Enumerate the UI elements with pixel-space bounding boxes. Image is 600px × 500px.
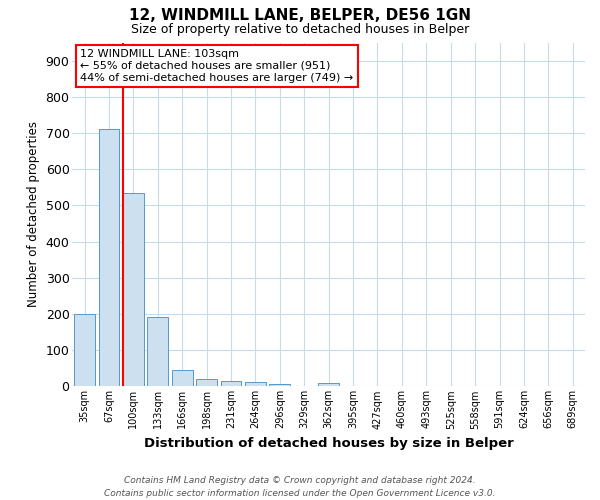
Y-axis label: Number of detached properties: Number of detached properties [27,122,40,308]
X-axis label: Distribution of detached houses by size in Belper: Distribution of detached houses by size … [144,437,514,450]
Bar [123,193,144,386]
Bar [148,317,168,386]
Text: 12, WINDMILL LANE, BELPER, DE56 1GN: 12, WINDMILL LANE, BELPER, DE56 1GN [129,8,471,22]
Text: Size of property relative to detached houses in Belper: Size of property relative to detached ho… [131,22,469,36]
Text: 12 WINDMILL LANE: 103sqm
← 55% of detached houses are smaller (951)
44% of semi-: 12 WINDMILL LANE: 103sqm ← 55% of detach… [80,50,353,82]
Bar [318,384,339,386]
Bar [269,384,290,386]
Bar [98,128,119,386]
Bar [196,379,217,386]
Bar [245,382,266,386]
Text: Contains HM Land Registry data © Crown copyright and database right 2024.
Contai: Contains HM Land Registry data © Crown c… [104,476,496,498]
Bar [74,314,95,386]
Bar [221,381,241,386]
Bar [172,370,193,386]
